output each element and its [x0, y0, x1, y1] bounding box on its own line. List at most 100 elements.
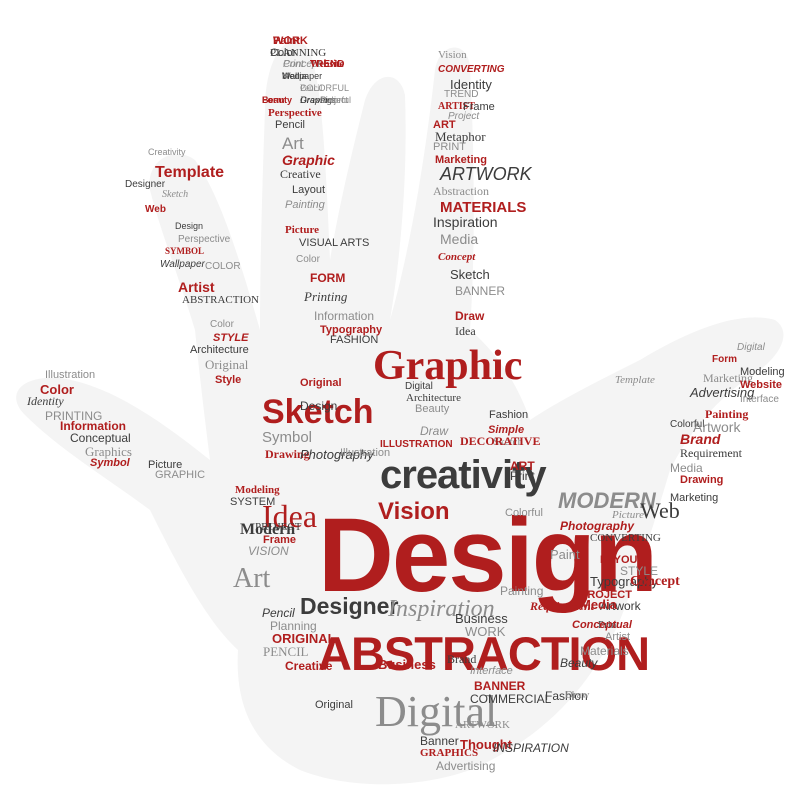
word-small: Drawing [680, 474, 724, 486]
word-modern-caps: MODERN [558, 488, 656, 513]
word-small: ART [510, 459, 535, 473]
word-small: COLOR [205, 261, 241, 272]
word-small: Graphics [300, 95, 337, 105]
word-small: Perspective [178, 234, 231, 245]
word-designer: Designer [300, 593, 399, 619]
word-small: Requirement [530, 599, 595, 613]
word-small: Form [262, 95, 285, 105]
word-small: Picture [148, 459, 183, 471]
word-small: Draw [455, 309, 485, 323]
word-small: Advertising [436, 759, 496, 773]
word-web: Web [640, 498, 680, 523]
word-small: Advertising [690, 385, 755, 400]
word-small: ILLUSTRATION [380, 439, 453, 450]
word-small: Color [40, 382, 74, 397]
word-small: Color [270, 47, 297, 59]
word-small: Conceptual [572, 619, 632, 631]
word-small: Concept [630, 574, 680, 589]
word-small: PROJECT [255, 521, 302, 533]
word-small: PENCIL [263, 644, 309, 659]
word-small: Modeling [235, 484, 280, 496]
word-small: Graphic [282, 152, 335, 168]
word-small: Beauty [415, 403, 450, 415]
word-small: LAYOUT [600, 554, 645, 566]
word-small: Draw [420, 424, 449, 438]
word-small: Original [315, 699, 353, 711]
word-small: Identity [450, 77, 492, 92]
word-small: FASHION [330, 334, 379, 346]
word-small: Sketch [162, 189, 189, 200]
word-small: Drawing [300, 95, 333, 105]
word-small: Digital [737, 342, 765, 353]
word-small: Interface [740, 394, 779, 405]
word-small: Requirement [680, 446, 742, 460]
word-small: Typography [320, 324, 383, 336]
word-small: Design [175, 221, 204, 231]
word-small: Business [378, 657, 436, 672]
word-small: DECORATIVE [460, 434, 541, 448]
word-small: Website [740, 379, 782, 391]
word-small: VISUAL ARTS [299, 237, 370, 249]
word-small: Layout [292, 184, 326, 196]
word-small: Paint [273, 35, 300, 47]
word-small: STYLE [213, 332, 249, 344]
word-small: Pencil [262, 606, 295, 620]
word-graphic: Graphic [373, 343, 523, 389]
word-small: Media [282, 71, 307, 81]
word-small: ART [433, 119, 456, 131]
word-small: ARTIST [438, 101, 475, 112]
word-small: Typography [590, 574, 658, 589]
word-small: Fashion [545, 689, 588, 703]
word-small: Architecture [190, 344, 249, 356]
word-small: Graphics [85, 444, 132, 459]
word-small: Interface [470, 665, 513, 677]
word-creativity: creativity [380, 453, 547, 497]
word-inspiration: Inspiration [388, 596, 495, 622]
word-small: Beauty [262, 95, 293, 105]
word-small: Template [155, 164, 225, 181]
word-small: Artwork [693, 419, 741, 435]
word-small: Photography [560, 519, 634, 533]
word-small: Marketing [670, 492, 719, 504]
word-small: Design [300, 399, 338, 413]
word-small: Planning [270, 619, 317, 633]
word-small: Original [300, 377, 342, 389]
word-small: Painting [285, 199, 325, 211]
word-small: PRINTING [45, 409, 103, 423]
word-small: TREND [310, 59, 345, 70]
word-small: Pencil [300, 83, 323, 93]
word-small: Beauty [560, 656, 598, 670]
word-small: Concept [283, 59, 321, 70]
word-small: BANNER [455, 284, 506, 298]
word-idea: Idea [262, 498, 318, 534]
word-small: GRAPHICS [420, 747, 479, 759]
word-small: Picture [285, 224, 320, 236]
word-small: ABSTRACTION [182, 294, 260, 306]
word-small: Fashion [489, 409, 529, 421]
word-small: Media [440, 231, 479, 247]
word-small: Creative [285, 659, 333, 673]
word-small: Template [615, 374, 655, 386]
word-small: Art [282, 134, 304, 153]
word-small: BANNER [474, 679, 526, 693]
word-small: Photography [300, 447, 374, 462]
word-modern: Modern [240, 521, 296, 538]
word-small: Marketing [435, 154, 487, 166]
word-small: Form [712, 354, 737, 365]
word-small: Brand [680, 431, 721, 447]
word-small: Metaphor [435, 129, 486, 144]
word-small: Creative [280, 167, 321, 181]
word-small: Identity [27, 394, 64, 408]
word-small: CONVERTING [438, 64, 505, 75]
word-small: Artist [178, 279, 215, 295]
word-small: Idea [455, 324, 476, 338]
word-small: Paint [550, 547, 580, 562]
word-small: Media [670, 461, 703, 475]
word-small: Wallpaper [160, 259, 205, 270]
word-art: Art [233, 563, 271, 594]
word-small: Frame [463, 101, 495, 113]
word-small: Colorful [670, 419, 705, 430]
word-small: Simple [488, 424, 525, 436]
word-small: Color [296, 254, 320, 265]
